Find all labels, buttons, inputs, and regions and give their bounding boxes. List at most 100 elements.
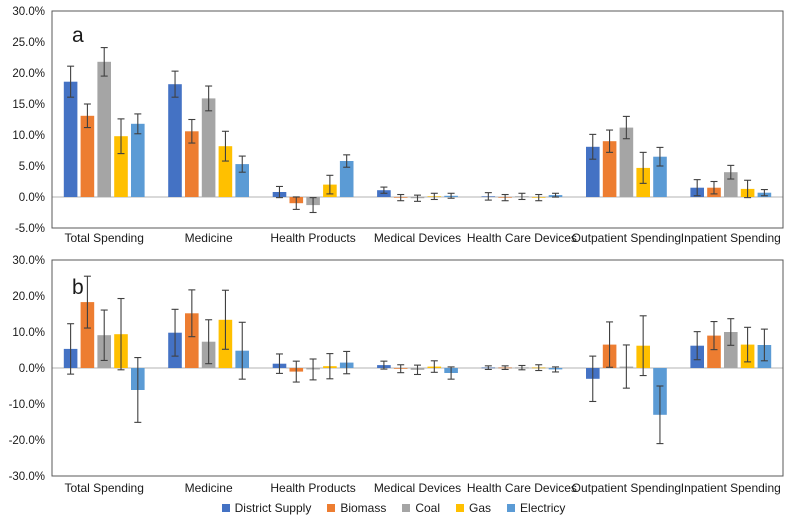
error-bar [171,308,179,357]
legend-swatch [221,504,230,512]
error-bar [397,193,405,202]
category-label: Health Care Devices [467,481,577,495]
error-bar [744,326,752,363]
error-bar [727,164,735,180]
error-bar [326,353,334,380]
y-axis-tick-label: 25.0% [12,37,45,49]
error-bar [622,115,630,140]
bar [114,136,128,197]
error-bar [238,155,246,173]
error-bar [430,192,438,201]
y-axis-tick-label: -5.0% [15,223,45,235]
error-bar [134,113,142,135]
error-bar [518,364,526,371]
legend-label: District Supply [234,501,312,515]
error-bar [744,179,752,199]
error-bar [397,364,405,374]
bar [80,115,95,197]
bar [724,172,738,197]
chart-legend: District Supply Biomass Coal Gas Electricy [0,501,787,515]
error-bar [606,129,614,153]
error-bar [117,297,125,371]
error-bar [380,360,388,370]
error-bar [589,133,597,160]
error-bar [292,360,300,383]
category-label: Medicine [185,231,233,245]
error-bar [67,65,75,98]
bar-chart-panels: 30.0% 25.0% 20.0% 15.0% 10.0% 5.0% 0.0% -5.0% To… [9,6,784,495]
error-bar [656,146,664,167]
error-bar [134,357,142,423]
legend-item: Gas [456,501,491,515]
error-bar [693,331,701,361]
bar [168,84,182,197]
bar [619,127,634,197]
category-label: Total Spending [65,481,144,495]
error-bar [83,275,91,329]
error-bar [589,355,597,403]
error-bar [238,321,246,380]
error-bar [710,321,718,351]
category-label: Health Products [270,481,355,495]
error-bar [117,118,125,155]
error-bar [380,186,388,194]
error-bar [221,289,229,350]
legend-label: Electricy [520,501,566,515]
bar [218,146,233,197]
error-bar [188,118,196,144]
error-bar [275,185,283,199]
y-axis-tick-label: 15.0% [12,99,45,111]
bar [131,123,145,197]
error-bar [656,385,664,445]
bar [185,313,199,368]
category-label: Health Products [270,231,355,245]
category-label: Medical Devices [374,481,461,495]
plot-border [51,10,784,229]
legend-label: Biomass [340,501,387,515]
error-bar [67,323,75,375]
bar [724,332,738,368]
error-bar [639,151,647,184]
error-bar [484,365,492,370]
error-bar [100,47,108,77]
error-bar [326,174,334,195]
y-axis-tick-label: -20.0% [9,435,45,447]
category-label: Inpatient Spending [681,481,781,495]
panel-letter: b [72,276,84,299]
plot-border [51,259,784,477]
error-bar [639,315,647,377]
y-axis-tick-label: 5.0% [19,161,45,173]
y-axis-tick-label: 0.0% [19,363,45,375]
bar [80,302,95,368]
bar [602,141,617,197]
error-bar [484,192,492,201]
error-bar [275,353,283,374]
y-axis-tick-label: -30.0% [9,471,45,483]
legend-item: Biomass [327,501,386,515]
legend-swatch [402,504,411,512]
error-bar [552,192,560,198]
legend-label: Coal [415,501,441,515]
error-bar [710,180,718,195]
error-bar [760,328,768,362]
error-bar [447,192,455,199]
error-bar [622,344,630,389]
bar [653,156,667,197]
error-bar [760,189,768,197]
y-axis-tick-label: -10.0% [9,399,45,411]
y-axis-tick-label: 0.0% [19,192,45,204]
bar [63,81,78,197]
error-bar [414,194,421,202]
error-bar [693,179,701,197]
legend-label: Gas [469,501,492,515]
panel-letter: a [72,24,84,47]
error-bar [414,364,421,376]
legend-swatch [507,504,516,512]
y-axis-tick-label: 30.0% [12,255,45,267]
bar [201,98,216,197]
error-bar [343,154,351,168]
error-bar [606,321,614,368]
error-bar [309,197,317,214]
legend-item: Coal [402,501,440,515]
